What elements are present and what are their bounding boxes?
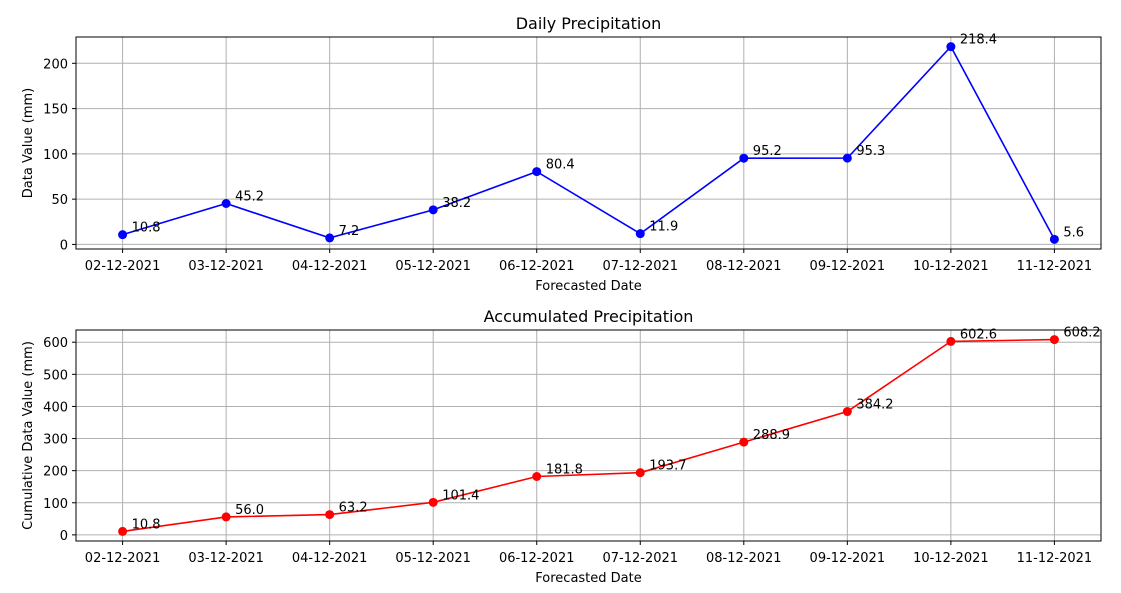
data-point bbox=[635, 468, 645, 478]
y-tick-label: 100 bbox=[43, 148, 68, 163]
data-label: 63.2 bbox=[339, 501, 368, 516]
x-tick-label: 08-12-2021 bbox=[706, 551, 782, 566]
data-label: 193.7 bbox=[649, 459, 686, 474]
y-tick-label: 200 bbox=[43, 465, 68, 480]
data-label: 101.4 bbox=[442, 488, 479, 503]
chart-panel-1: 02-12-2021 03-12-2021 04-12-2021 05-12-2021… bbox=[21, 14, 1102, 294]
x-tick-label: 10-12-2021 bbox=[913, 259, 989, 274]
data-point bbox=[532, 167, 542, 177]
x-tick-label: 03-12-2021 bbox=[188, 551, 264, 566]
x-tick-label: 11-12-2021 bbox=[1017, 551, 1093, 566]
x-tick-label: 02-12-2021 bbox=[85, 551, 161, 566]
data-label: 288.9 bbox=[753, 428, 790, 443]
x-tick-label: 07-12-2021 bbox=[602, 259, 678, 274]
data-label: 602.6 bbox=[960, 327, 997, 342]
data-label: 384.2 bbox=[856, 398, 893, 413]
data-point bbox=[221, 198, 231, 208]
y-axis-label: Data Value (mm) bbox=[21, 88, 36, 198]
x-tick-label: 04-12-2021 bbox=[292, 551, 368, 566]
x-axis-label: Forecasted Date bbox=[535, 279, 641, 294]
x-tick-label: 11-12-2021 bbox=[1017, 259, 1093, 274]
y-tick-label: 50 bbox=[51, 193, 68, 208]
data-label: 181.8 bbox=[546, 463, 583, 478]
data-point bbox=[739, 437, 749, 447]
x-tick-label: 06-12-2021 bbox=[499, 259, 575, 274]
x-tick-label: 04-12-2021 bbox=[292, 259, 368, 274]
x-tick-label: 07-12-2021 bbox=[602, 551, 678, 566]
data-label: 10.8 bbox=[132, 221, 161, 236]
y-axis-label: Cumulative Data Value (mm) bbox=[21, 341, 36, 530]
x-tick-label: 06-12-2021 bbox=[499, 551, 575, 566]
x-tick-label: 05-12-2021 bbox=[395, 259, 471, 274]
data-label: 80.4 bbox=[546, 158, 575, 173]
data-point bbox=[946, 42, 956, 52]
x-tick-label: 09-12-2021 bbox=[810, 259, 886, 274]
y-tick-label: 0 bbox=[60, 529, 68, 544]
data-point bbox=[118, 526, 128, 536]
x-axis-label: Forecasted Date bbox=[535, 571, 641, 586]
y-tick-label: 600 bbox=[43, 336, 68, 351]
data-point bbox=[428, 205, 438, 215]
data-point bbox=[1049, 335, 1059, 345]
data-point bbox=[325, 510, 335, 520]
series-line bbox=[122, 338, 1055, 533]
data-point bbox=[842, 153, 852, 163]
y-tick-label: 100 bbox=[43, 497, 68, 512]
data-label: 5.6 bbox=[1063, 225, 1084, 240]
data-label: 38.2 bbox=[442, 196, 471, 211]
plot-frame bbox=[75, 329, 1102, 542]
y-tick-label: 400 bbox=[43, 400, 68, 415]
y-tick-label: 200 bbox=[43, 57, 68, 72]
data-label: 10.8 bbox=[132, 517, 161, 532]
data-point bbox=[1049, 234, 1059, 244]
data-label: 95.2 bbox=[753, 144, 782, 159]
y-tick-label: 300 bbox=[43, 433, 68, 448]
chart-title: Daily Precipitation bbox=[516, 14, 662, 33]
chart-panel-2: 02-12-2021 03-12-2021 04-12-2021 05-12-2021… bbox=[21, 307, 1102, 586]
data-label: 56.0 bbox=[235, 503, 264, 518]
x-tick-label: 05-12-2021 bbox=[395, 551, 471, 566]
data-label: 11.9 bbox=[649, 220, 678, 235]
data-label: 608.2 bbox=[1063, 326, 1100, 341]
x-tick-label: 09-12-2021 bbox=[810, 551, 886, 566]
plot-frame bbox=[75, 36, 1102, 250]
x-tick-label: 10-12-2021 bbox=[913, 551, 989, 566]
x-tick-label: 03-12-2021 bbox=[188, 259, 264, 274]
data-point bbox=[325, 233, 335, 243]
data-point bbox=[118, 230, 128, 240]
data-point bbox=[946, 336, 956, 346]
x-tick-label: 02-12-2021 bbox=[85, 259, 161, 274]
data-label: 95.3 bbox=[856, 144, 885, 159]
data-point bbox=[635, 229, 645, 239]
data-label: 7.2 bbox=[339, 224, 360, 239]
data-point bbox=[428, 497, 438, 507]
data-point bbox=[221, 512, 231, 522]
data-point bbox=[739, 153, 749, 163]
y-tick-label: 500 bbox=[43, 368, 68, 383]
data-label: 45.2 bbox=[235, 189, 264, 204]
data-label: 218.4 bbox=[960, 33, 997, 48]
y-tick-label: 0 bbox=[60, 238, 68, 253]
data-point bbox=[842, 407, 852, 417]
x-tick-label: 08-12-2021 bbox=[706, 259, 782, 274]
chart-title: Accumulated Precipitation bbox=[484, 307, 694, 326]
y-tick-label: 150 bbox=[43, 103, 68, 118]
series-line bbox=[122, 45, 1056, 240]
data-point bbox=[532, 472, 542, 482]
